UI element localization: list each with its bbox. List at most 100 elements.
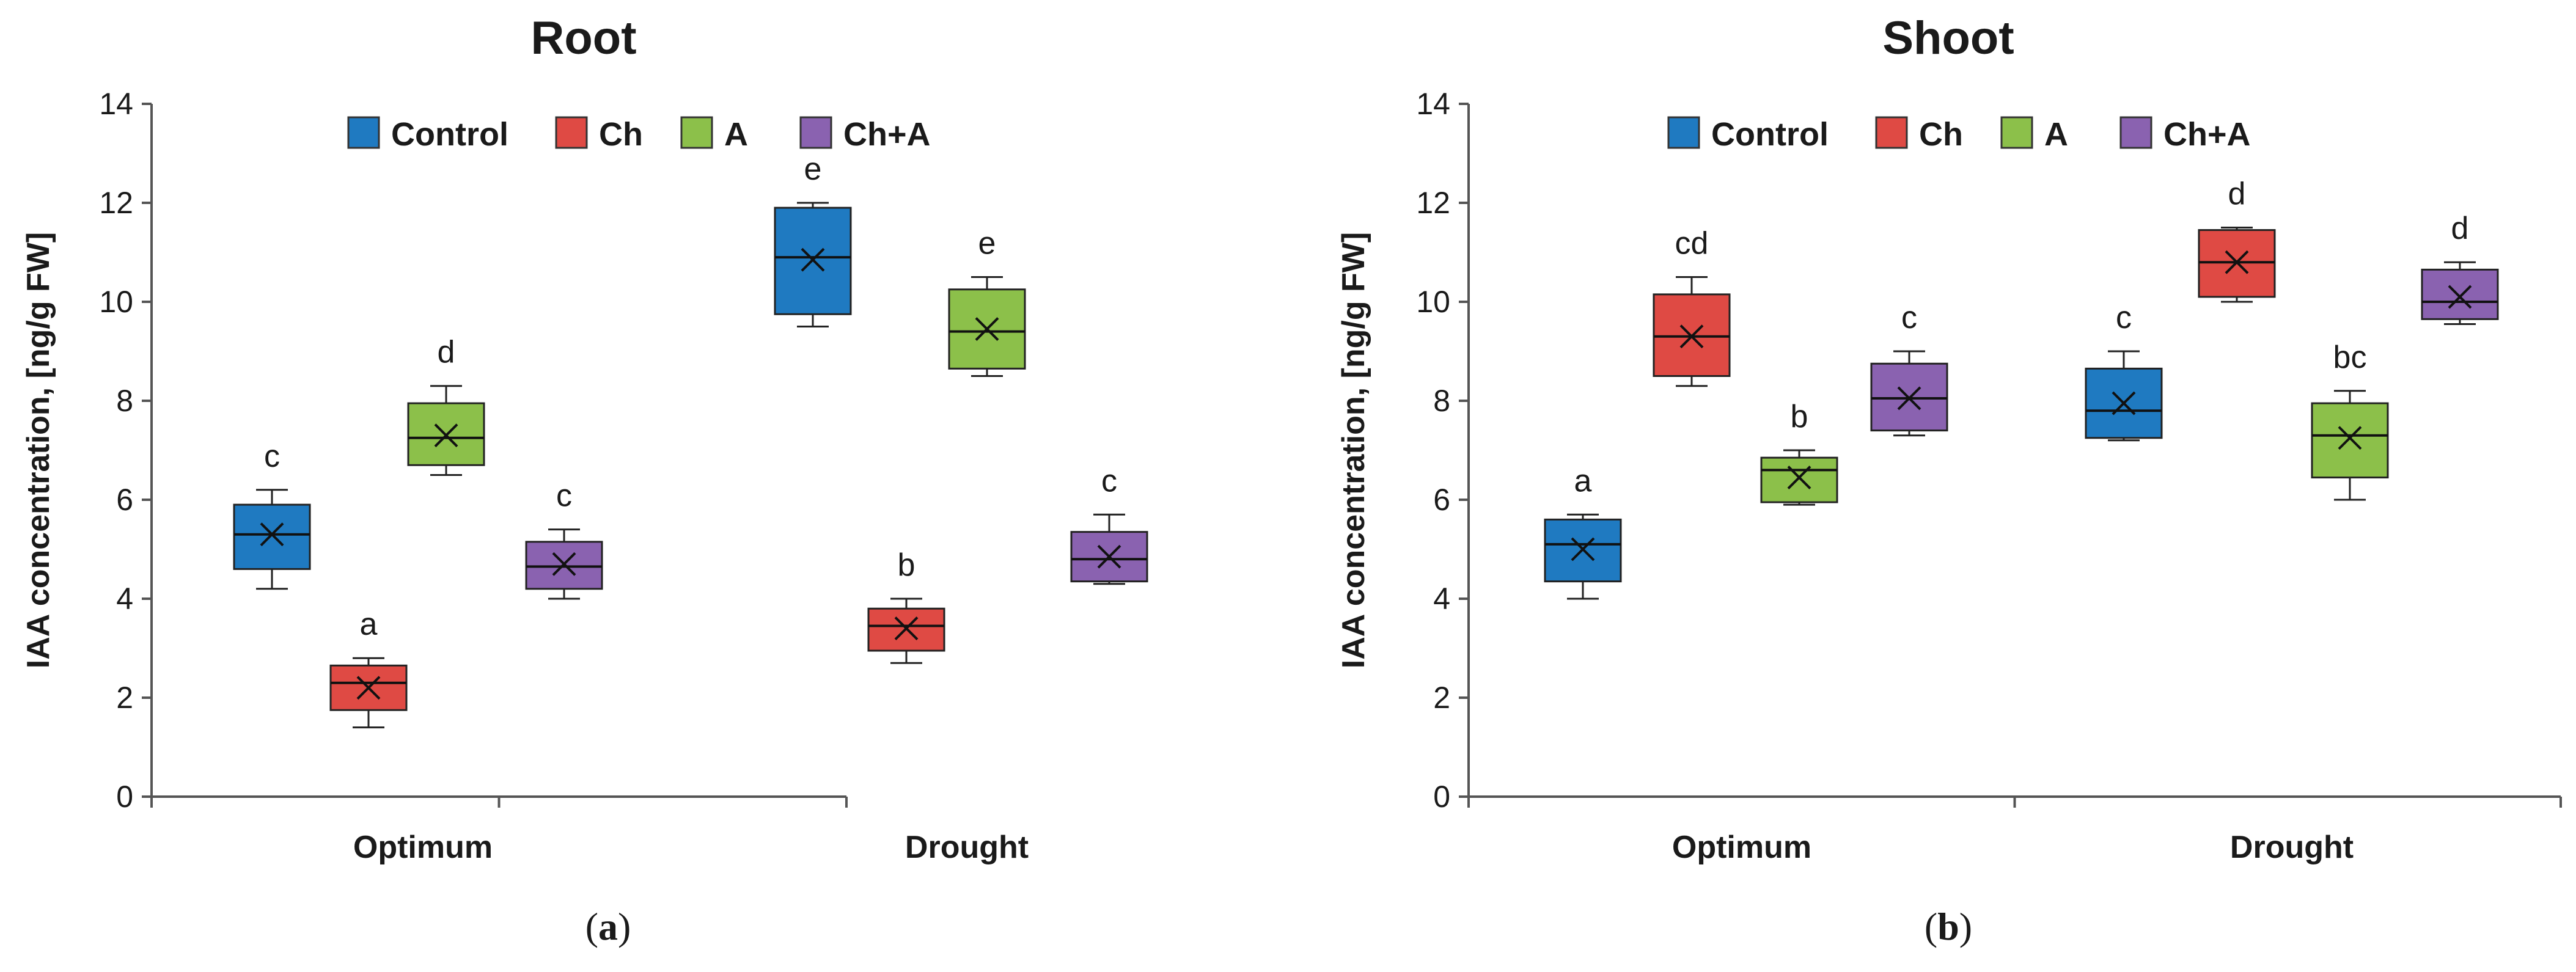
significance-letter: d xyxy=(2228,177,2246,212)
plot-area: c e a b d e c c xyxy=(233,152,1148,729)
y-tick-label: 2 xyxy=(116,681,133,715)
legend-swatch xyxy=(1875,116,1908,149)
box-plot: a xyxy=(329,607,408,729)
box-plot: e xyxy=(948,226,1026,377)
significance-letter: d xyxy=(438,335,455,370)
legend-swatch xyxy=(680,116,713,149)
box-plot: a xyxy=(1544,463,1622,600)
significance-letter: c xyxy=(2116,300,2132,335)
mean-marker xyxy=(552,552,576,576)
box-iqr xyxy=(233,503,311,570)
legend-swatch xyxy=(2119,116,2152,149)
panel-label-letter: b xyxy=(1937,905,1959,948)
legend: Control Ch A Ch+A xyxy=(1667,116,2251,153)
panel-label-close: ) xyxy=(618,905,631,948)
legend-label: Ch xyxy=(1919,116,1963,153)
y-tick-label: 14 xyxy=(1416,87,1450,121)
y-axis-label: IAA concentration, [ng/g FW] xyxy=(1336,232,1371,668)
mean-marker xyxy=(2225,250,2249,274)
significance-letter: bc xyxy=(2333,340,2367,375)
x-category-label: Drought xyxy=(2230,830,2354,865)
chart-title: Shoot xyxy=(1882,12,2014,64)
significance-letter: c xyxy=(1101,463,1117,499)
axes: 0 2 4 6 8 10 12 14 Optimum Drought xyxy=(99,87,1029,865)
panel-label: (a) xyxy=(585,905,631,948)
significance-letter: cd xyxy=(1675,226,1709,261)
legend-label: Ch xyxy=(599,116,643,153)
mean-marker xyxy=(801,247,825,272)
legend-label: Ch+A xyxy=(2163,116,2251,153)
box-plot: c xyxy=(2085,300,2163,442)
box-iqr xyxy=(1760,456,1838,503)
significance-letter: e xyxy=(978,226,996,261)
significance-letter: c xyxy=(264,439,280,474)
box-plot: c xyxy=(233,439,311,590)
legend-swatch xyxy=(347,116,380,149)
significance-letter: a xyxy=(1574,463,1592,499)
legend-swatch xyxy=(555,116,588,149)
y-tick-label: 14 xyxy=(99,87,133,121)
x-category-label: Optimum xyxy=(1672,830,1811,865)
significance-letter: a xyxy=(360,607,378,642)
mean-marker xyxy=(1571,537,1595,561)
panel-root: Root IAA concentration, [ng/g FW] 0 2 4 6 8 1… xyxy=(21,12,1148,948)
box-iqr xyxy=(2421,268,2499,320)
box-plot: cd xyxy=(1653,226,1731,387)
y-tick-label: 2 xyxy=(1433,681,1450,715)
significance-letter: e xyxy=(804,152,822,187)
legend-swatch xyxy=(1667,116,1700,149)
box-plot: d xyxy=(2198,177,2276,303)
y-tick-label: 0 xyxy=(1433,780,1450,814)
box-plot: c xyxy=(1870,300,1948,437)
mean-marker xyxy=(356,676,381,700)
mean-marker xyxy=(2112,391,2136,415)
panel-label-letter: a xyxy=(598,905,618,948)
box-plot: b xyxy=(867,547,945,664)
significance-letter: c xyxy=(556,478,572,514)
y-tick-label: 10 xyxy=(99,285,133,319)
y-tick-label: 4 xyxy=(116,582,133,616)
box-plot: d xyxy=(2421,211,2499,325)
mean-marker xyxy=(434,423,458,448)
legend-label: Ch+A xyxy=(843,116,931,153)
box-plot: d xyxy=(407,335,485,476)
y-axis-label: IAA concentration, [ng/g FW] xyxy=(21,232,56,668)
significance-letter: b xyxy=(1791,399,1808,434)
x-category-label: Optimum xyxy=(353,830,493,865)
significance-letter: c xyxy=(1901,300,1917,335)
y-tick-label: 12 xyxy=(99,186,133,220)
mean-marker xyxy=(894,616,919,641)
legend-label: A xyxy=(724,116,748,153)
mean-marker xyxy=(260,522,284,547)
mean-marker xyxy=(1679,324,1704,349)
y-tick-label: 8 xyxy=(1433,384,1450,418)
y-tick-label: 6 xyxy=(1433,483,1450,517)
y-tick-label: 8 xyxy=(116,384,133,418)
legend-swatch xyxy=(2000,116,2033,149)
significance-letter: b xyxy=(898,547,916,583)
legend-label: Control xyxy=(1711,116,1829,153)
box-iqr xyxy=(2311,402,2389,479)
mean-marker xyxy=(2338,426,2362,450)
y-tick-label: 0 xyxy=(116,780,133,814)
chart-title: Root xyxy=(530,12,636,64)
panel-shoot: Shoot IAA concentration, [ng/g FW] 0 2 4 6 8… xyxy=(1336,12,2562,948)
panel-label: (b) xyxy=(1925,905,1972,948)
panel-label-open: ( xyxy=(585,905,598,948)
box-plot: e xyxy=(774,152,852,327)
axes: 0 2 4 6 8 10 12 14 Optimum Drought xyxy=(1416,87,2562,865)
panel-label-open: ( xyxy=(1925,905,1937,948)
y-tick-label: 12 xyxy=(1416,186,1450,220)
significance-letter: d xyxy=(2451,211,2469,246)
legend-swatch xyxy=(799,116,832,149)
mean-marker xyxy=(1097,544,1121,569)
y-tick-label: 4 xyxy=(1433,582,1450,616)
mean-marker xyxy=(975,317,999,341)
mean-marker xyxy=(1787,466,1811,489)
box-plot: bc xyxy=(2311,340,2389,501)
mean-marker xyxy=(1897,386,1921,411)
legend-label: Control xyxy=(391,116,508,153)
box-plot: c xyxy=(525,478,603,600)
